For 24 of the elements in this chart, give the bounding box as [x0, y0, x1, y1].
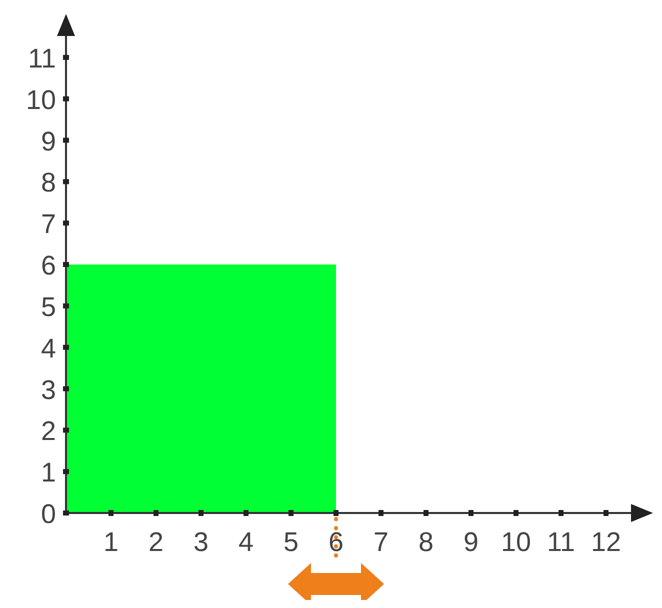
x-tick-label: 12: [590, 527, 622, 557]
y-tick-label: 9: [40, 126, 56, 156]
x-tick-label: 1: [103, 527, 119, 557]
y-tick-label: 4: [40, 333, 56, 364]
x-tick-label: 5: [283, 527, 299, 557]
x-tick-label: 9: [463, 527, 479, 557]
y-tick-label: 10: [26, 84, 56, 115]
y-tick-label: 6: [40, 250, 56, 280]
y-tick-label: 2: [40, 416, 56, 446]
x-tick-label: 7: [373, 527, 389, 557]
y-tick-label: 7: [40, 209, 56, 240]
y-tick-label: 0: [40, 499, 56, 529]
x-tick-label: 6: [328, 527, 344, 557]
x-tick-label: 8: [418, 527, 434, 557]
y-tick-label: 8: [40, 168, 56, 198]
x-tick-label: 4: [238, 527, 254, 557]
x-tick-label: 11: [546, 527, 576, 557]
x-tick-label: 2: [148, 527, 164, 557]
x-tick-label: 3: [193, 527, 209, 557]
y-tick-label: 1: [40, 458, 56, 488]
y-tick-label: 5: [40, 292, 56, 322]
y-tick-label: 3: [40, 374, 56, 405]
y-tick-label: 11: [28, 43, 56, 74]
x-tick-label: 10: [500, 527, 532, 557]
